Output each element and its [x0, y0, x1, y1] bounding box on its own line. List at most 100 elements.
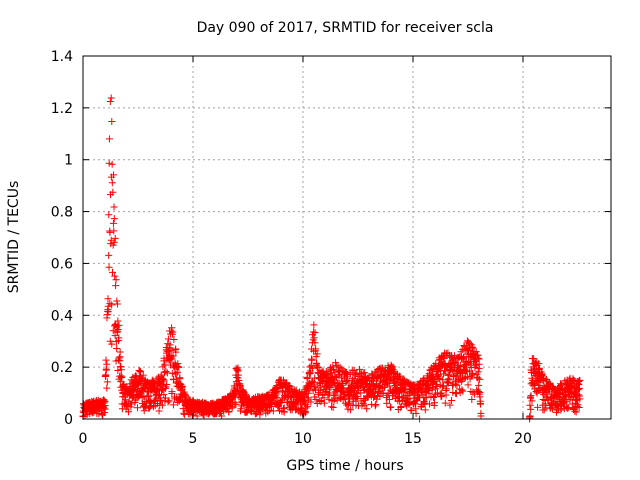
data-point: [339, 396, 347, 404]
data-point: [534, 403, 542, 411]
data-point: [436, 375, 444, 383]
data-point: [132, 385, 140, 393]
data-point: [174, 360, 182, 368]
data-point: [532, 376, 540, 384]
data-point: [301, 393, 309, 401]
data-point: [327, 369, 335, 377]
data-point: [113, 327, 121, 335]
data-point: [379, 389, 387, 397]
data-point: [116, 348, 124, 356]
data-point: [476, 375, 484, 383]
data-point: [439, 376, 447, 384]
data-point: [150, 403, 158, 411]
data-point: [459, 387, 467, 395]
data-point: [164, 398, 172, 406]
data-point: [363, 405, 371, 413]
data-point: [109, 241, 117, 249]
data-point: [176, 396, 184, 404]
data-point: [135, 367, 143, 375]
data-point: [396, 372, 404, 380]
data-point: [387, 403, 395, 411]
data-point: [272, 393, 280, 401]
data-point: [264, 408, 272, 416]
data-point: [134, 404, 142, 412]
data-point: [164, 335, 172, 343]
data-point: [188, 411, 196, 419]
data-point: [155, 407, 163, 415]
data-point: [118, 373, 126, 381]
data-point: [475, 381, 483, 389]
data-point: [460, 374, 468, 382]
axis-ticks: 0 5 10 15 20 0 0.2 0.4 0.6 0.8 1 1.2 1.4: [51, 49, 611, 447]
data-point: [160, 391, 168, 399]
data-point: [110, 171, 118, 179]
y-tick-label: 1.2: [51, 101, 73, 117]
data-point: [111, 272, 119, 280]
data-point: [110, 215, 118, 223]
data-point: [345, 392, 353, 400]
x-tick-label: 10: [294, 431, 312, 447]
data-point: [415, 394, 423, 402]
data-point: [345, 400, 353, 408]
y-tick-label: 0.2: [51, 360, 73, 376]
data-point: [393, 381, 401, 389]
data-point: [383, 399, 391, 407]
data-point: [575, 378, 583, 386]
data-point: [327, 383, 335, 391]
data-point: [125, 408, 133, 416]
data-point: [109, 268, 117, 276]
data-point: [407, 406, 415, 414]
data-point: [428, 386, 436, 394]
y-tick-label: 0.8: [51, 205, 73, 221]
data-point: [115, 354, 123, 362]
data-point: [109, 219, 117, 227]
data-point: [335, 379, 343, 387]
data-point: [163, 369, 171, 377]
data-point: [169, 328, 177, 336]
data-point: [371, 402, 379, 410]
data-point: [331, 373, 339, 381]
data-point: [526, 401, 534, 409]
data-point: [347, 406, 355, 414]
data-point: [360, 396, 368, 404]
data-point: [161, 384, 169, 392]
data-point: [108, 179, 116, 187]
data-point: [127, 403, 135, 411]
data-point: [103, 378, 111, 386]
y-axis-label: SRMTID / TECUs: [6, 181, 22, 294]
data-point: [114, 317, 122, 325]
data-point: [303, 402, 311, 410]
data-point: [253, 409, 261, 417]
data-point: [412, 400, 420, 408]
data-point: [540, 406, 548, 414]
data-point: [107, 94, 115, 102]
data-point: [439, 383, 447, 391]
data-point: [310, 328, 318, 336]
data-point: [317, 386, 325, 394]
data-point: [272, 384, 280, 392]
data-point: [303, 373, 311, 381]
data-point: [341, 394, 349, 402]
data-point: [128, 400, 136, 408]
data-point: [320, 399, 328, 407]
data-point: [228, 404, 236, 412]
data-point: [232, 400, 240, 408]
data-point: [106, 337, 114, 345]
data-point: [150, 381, 158, 389]
data-point: [231, 393, 239, 401]
data-point: [464, 381, 472, 389]
data-point: [476, 399, 484, 407]
data-point: [165, 397, 173, 405]
data-point: [311, 339, 319, 347]
data-point: [117, 366, 125, 374]
data-point: [105, 263, 113, 271]
data-point: [193, 412, 201, 420]
data-point: [114, 366, 122, 374]
data-point: [169, 401, 177, 409]
data-point: [326, 389, 334, 397]
data-point: [332, 361, 340, 369]
data-point: [444, 371, 452, 379]
data-point: [442, 391, 450, 399]
data-point: [251, 410, 259, 418]
